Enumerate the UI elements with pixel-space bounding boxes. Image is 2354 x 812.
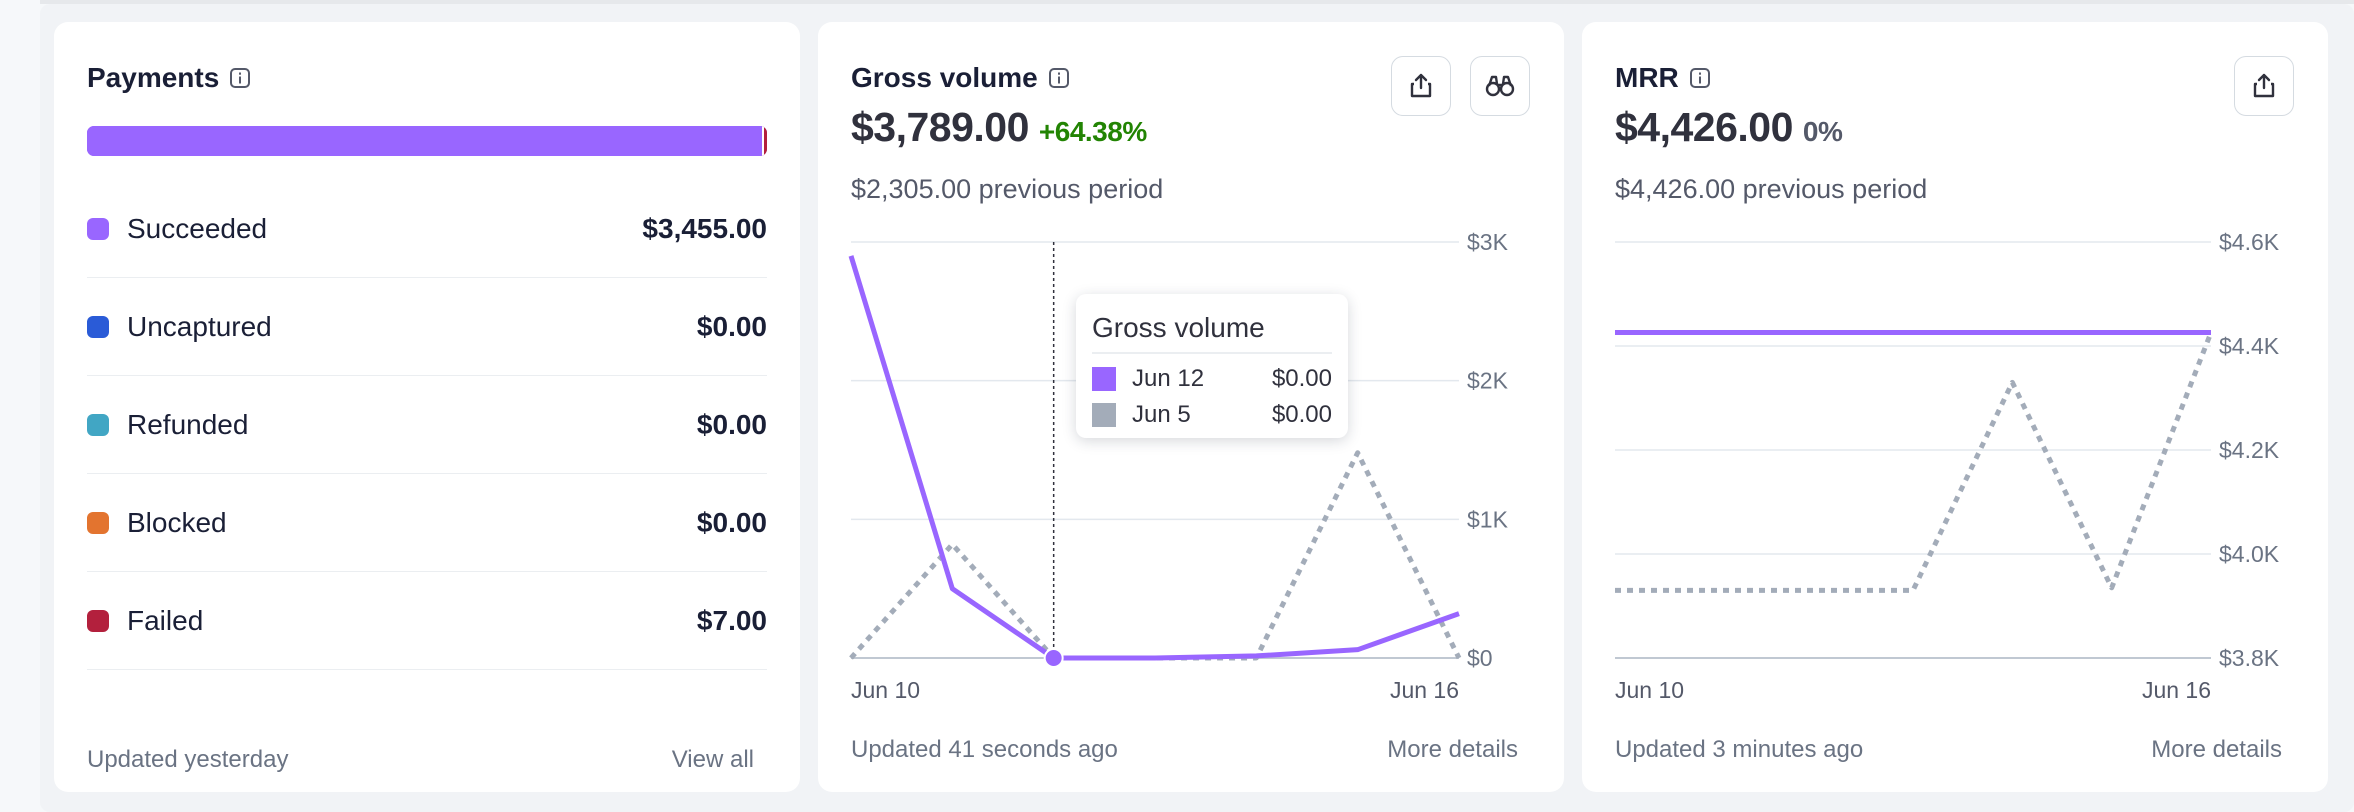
y-tick-label: $0 (1467, 645, 1493, 671)
info-icon[interactable] (1048, 67, 1070, 89)
mrr-change: 0% (1802, 116, 1843, 147)
y-tick-label: $3.8K (2219, 645, 2280, 671)
hover-point (1043, 648, 1064, 668)
mrr-title-text: MRR (1615, 62, 1679, 93)
gross-volume-updated-text: Updated 41 seconds ago (851, 736, 1118, 763)
share-icon (1410, 73, 1432, 98)
gross-volume-chart[interactable]: $3K $2K $1K $0 Jun 10 Jun 16 (818, 22, 1564, 722)
current-period-line (848, 255, 1460, 661)
gross-volume-card: Gross volume $3,789.00 +64.38% $2,305.00… (818, 22, 1564, 792)
tooltip-value: $0.00 (1271, 365, 1332, 392)
payment-row-succeeded[interactable]: Succeeded $3,455.00 (87, 180, 767, 278)
tooltip-divider (1092, 352, 1332, 354)
gross-volume-title-text: Gross volume (851, 62, 1038, 93)
gross-volume-previous: $2,305.00 previous period (851, 174, 1164, 204)
tooltip-row: Jun 12 $0.00 (1092, 364, 1332, 394)
payments-title: Payments (87, 62, 251, 94)
tooltip-title: Gross volume (1092, 312, 1265, 343)
status-dot (87, 217, 109, 240)
payments-distribution-bar (87, 126, 767, 156)
payment-amount: $7.00 (696, 604, 767, 636)
mrr-updated-text: Updated 3 minutes ago (1615, 736, 1864, 763)
payment-row-refunded[interactable]: Refunded $0.00 (87, 376, 767, 474)
gross-volume-amount: $3,789.00 (851, 104, 1029, 150)
chart-tooltip: Gross volume Jun 12 $0.00 Jun 5 $0.00 (1076, 294, 1348, 438)
bar-segment-failed (761, 126, 767, 156)
info-icon[interactable] (1689, 67, 1711, 89)
view-all-link[interactable]: View all (671, 746, 754, 773)
status-dot (87, 511, 109, 534)
info-icon[interactable] (229, 67, 251, 89)
payment-label: Blocked (127, 506, 227, 538)
y-tick-label: $4.6K (2219, 229, 2280, 255)
mrr-value: $4,426.00 0% (1615, 104, 1843, 151)
mrr-footer: Updated 3 minutes ago More details (1615, 736, 2282, 764)
x-tick-label: Jun 10 (851, 677, 920, 703)
previous-period-line (849, 450, 1462, 661)
tooltip-label: Jun 12 (1132, 365, 1205, 392)
mrr-previous: $4,426.00 previous period (1615, 174, 1928, 204)
more-details-link[interactable]: More details (1387, 736, 1518, 763)
tooltip-label: Jun 5 (1132, 401, 1191, 428)
status-dot (87, 609, 109, 632)
gross-volume-title: Gross volume (851, 62, 1070, 94)
top-divider (40, 0, 2354, 4)
binoculars-icon (1485, 75, 1515, 97)
x-tick-label: Jun 16 (1390, 677, 1459, 703)
bar-segment-succeeded (87, 126, 762, 156)
payment-row-uncaptured[interactable]: Uncaptured $0.00 (87, 278, 767, 376)
gross-volume-footer: Updated 41 seconds ago More details (851, 736, 1518, 764)
payment-amount: $0.00 (696, 310, 767, 342)
share-icon (2253, 73, 2275, 98)
status-dot (87, 413, 109, 436)
share-button[interactable] (1391, 56, 1451, 116)
y-tick-label: $4.2K (2219, 437, 2280, 463)
mrr-card: MRR $4,426.00 0% $4,426.00 previous peri… (1582, 22, 2328, 792)
tooltip-swatch (1092, 403, 1116, 427)
gross-volume-value: $3,789.00 +64.38% (851, 104, 1147, 151)
tooltip-row: Jun 5 $0.00 (1092, 400, 1332, 430)
status-dot (87, 315, 109, 338)
y-tick-label: $2K (1467, 368, 1509, 394)
payments-footer: Updated yesterday View all (87, 746, 754, 774)
payment-row-failed[interactable]: Failed $7.00 (87, 572, 767, 670)
payment-amount: $3,455.00 (642, 212, 767, 244)
mrr-title: MRR (1615, 62, 1711, 94)
more-details-link[interactable]: More details (2151, 736, 2282, 763)
payment-row-blocked[interactable]: Blocked $0.00 (87, 474, 767, 572)
previous-period-line (1615, 331, 2214, 593)
payment-label: Failed (127, 604, 204, 636)
payment-label: Refunded (127, 408, 249, 440)
y-tick-label: $4.4K (2219, 333, 2280, 359)
tooltip-value: $0.00 (1271, 401, 1332, 428)
payment-amount: $0.00 (696, 506, 767, 538)
mrr-amount: $4,426.00 (1615, 104, 1793, 150)
y-tick-label: $1K (1467, 506, 1509, 532)
x-tick-label: Jun 16 (2142, 677, 2211, 703)
payments-title-text: Payments (87, 62, 220, 93)
payments-card: Payments Succeeded $3,455.00 Uncaptured $0.… (54, 22, 800, 792)
mrr-chart[interactable]: $4.6K $4.4K $4.2K $4.0K $3.8K Jun 10 Jun 16 (1582, 22, 2328, 722)
payment-label: Succeeded (127, 212, 268, 244)
explore-button[interactable] (1470, 56, 1530, 116)
y-tick-label: $4.0K (2219, 541, 2280, 567)
payment-label: Uncaptured (127, 310, 272, 342)
x-tick-label: Jun 10 (1615, 677, 1684, 703)
payments-updated-text: Updated yesterday (87, 746, 289, 773)
payment-amount: $0.00 (696, 408, 767, 440)
share-button[interactable] (2234, 56, 2294, 116)
tooltip-swatch (1092, 367, 1116, 391)
y-tick-label: $3K (1467, 229, 1509, 255)
gross-volume-change: +64.38% (1038, 116, 1147, 147)
